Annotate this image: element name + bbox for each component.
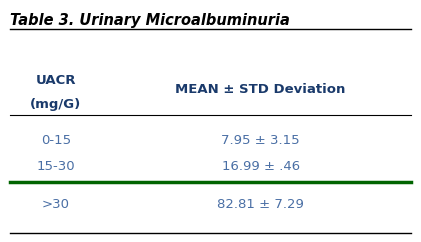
Text: 15-30: 15-30 bbox=[37, 160, 75, 173]
Text: 7.95 ± 3.15: 7.95 ± 3.15 bbox=[221, 134, 300, 147]
Text: MEAN ± STD Deviation: MEAN ± STD Deviation bbox=[176, 83, 346, 96]
Text: 16.99 ± .46: 16.99 ± .46 bbox=[221, 160, 300, 173]
Text: 0-15: 0-15 bbox=[41, 134, 71, 147]
Text: UACR: UACR bbox=[35, 74, 76, 87]
Text: >30: >30 bbox=[42, 198, 70, 211]
Text: (mg/G): (mg/G) bbox=[30, 98, 81, 111]
Text: Table 3. Urinary Microalbuminuria: Table 3. Urinary Microalbuminuria bbox=[10, 13, 290, 28]
Text: 82.81 ± 7.29: 82.81 ± 7.29 bbox=[217, 198, 304, 211]
